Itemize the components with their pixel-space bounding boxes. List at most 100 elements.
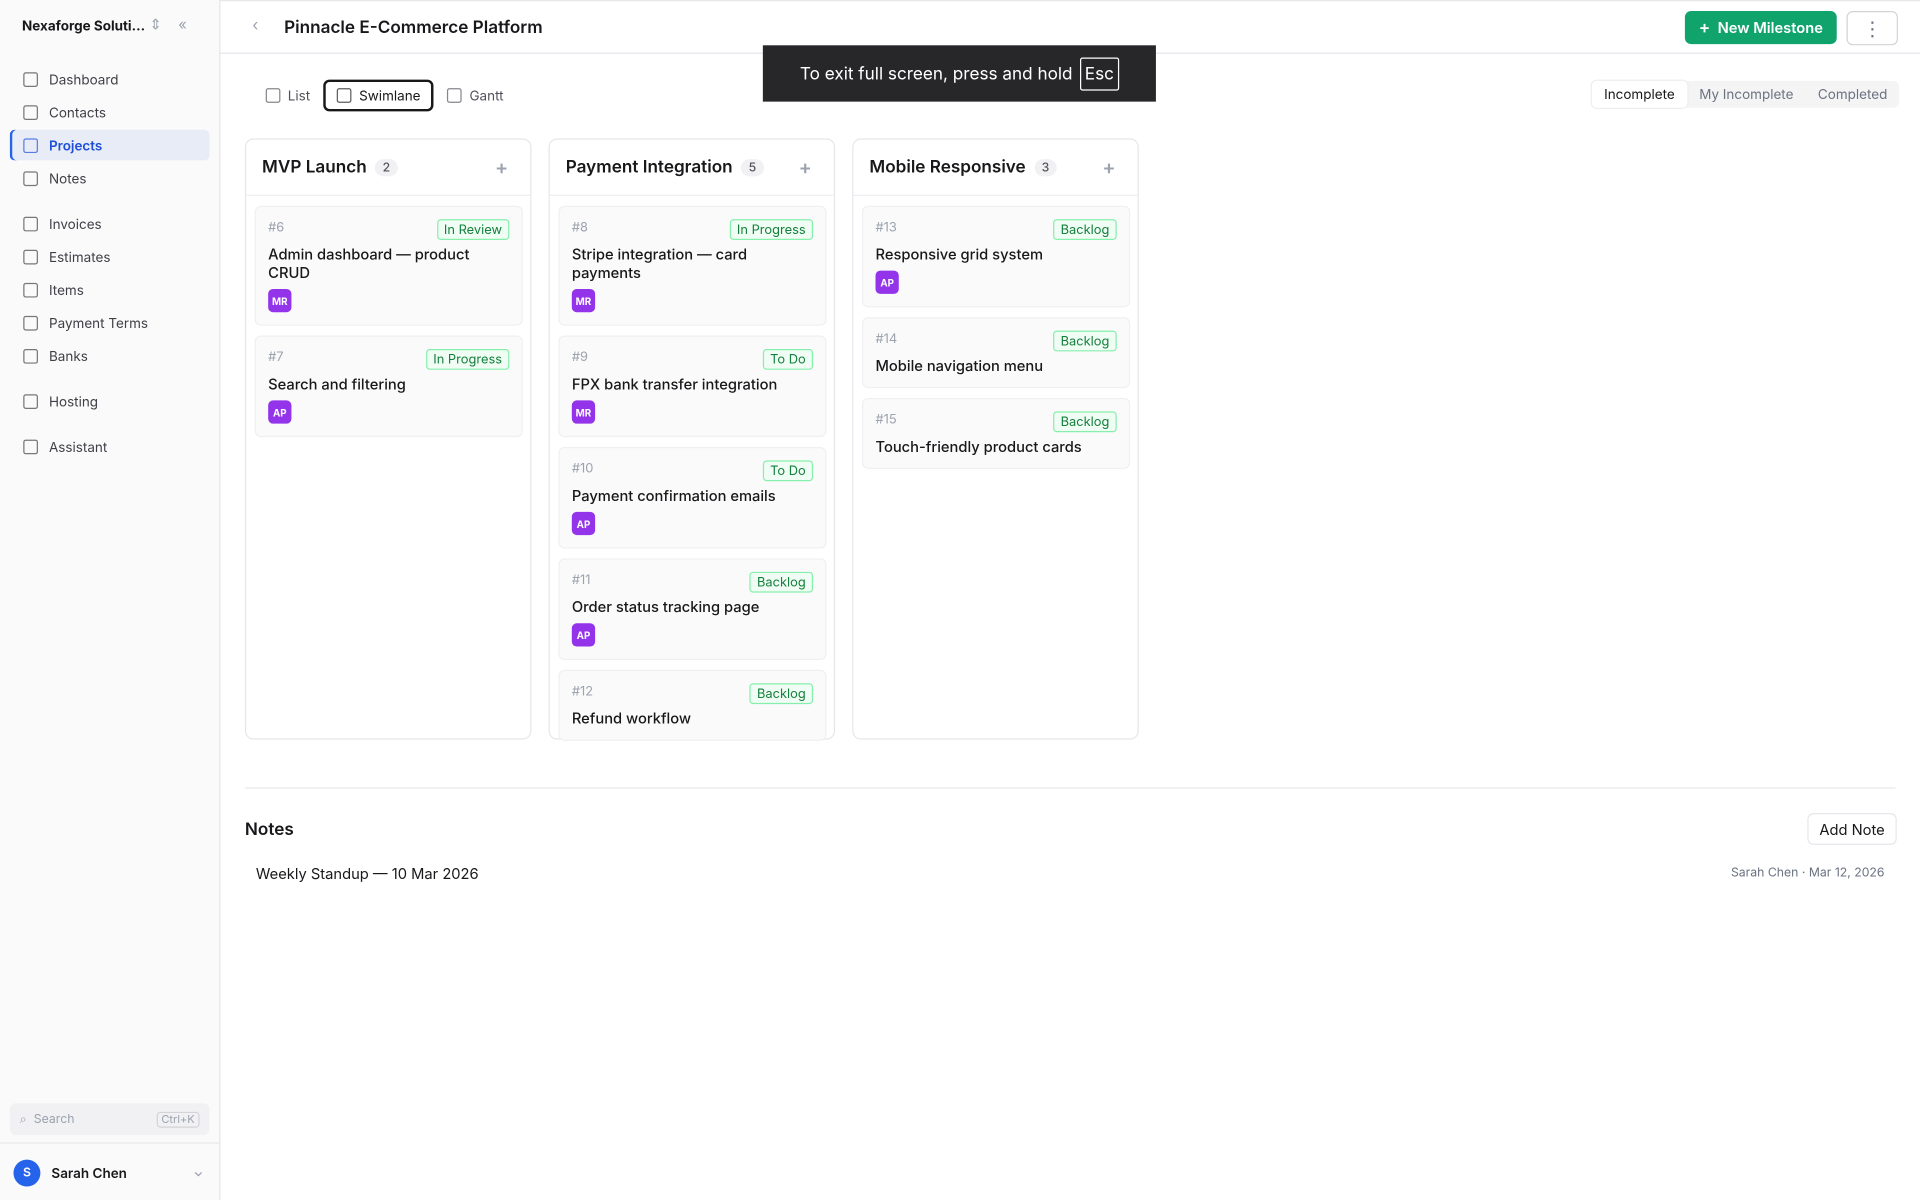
- user-avatar: S: [13, 1158, 41, 1186]
- swimlane: MVP Launch 2 + #6 In Review Admin dashboard —…: [244, 138, 532, 740]
- view-switcher: List Swimlane Gantt: [252, 79, 517, 112]
- toast-text: To exit full screen, press and hold: [799, 63, 1073, 84]
- filter-tab[interactable]: Completed: [1817, 85, 1888, 103]
- lane-count: 2: [375, 158, 398, 176]
- status-badge: Backlog: [749, 571, 814, 593]
- task-number: #11: [571, 571, 591, 588]
- assignee-avatar: MR: [268, 288, 292, 313]
- lane-header: Payment Integration 5 +: [549, 140, 834, 196]
- nav-icon: [23, 315, 38, 330]
- task-title: Stripe integration — card payments: [571, 244, 748, 282]
- task-number: #8: [571, 219, 588, 236]
- nav-label: Estimates: [48, 247, 111, 266]
- task-title: Search and filtering: [268, 374, 406, 394]
- nav-item[interactable]: Banks: [10, 340, 210, 371]
- nav-item[interactable]: Contacts: [10, 97, 210, 128]
- assignee-avatar: MR: [571, 400, 596, 424]
- view-tab[interactable]: Swimlane: [323, 79, 434, 112]
- nav-icon: [23, 348, 38, 364]
- note-title: Weekly Standup — 10 Mar 2026: [255, 864, 479, 883]
- task-card[interactable]: #7 In Progress Search and filtering AP: [254, 335, 523, 438]
- divider: [244, 787, 1896, 789]
- more-button[interactable]: ⋮: [1846, 11, 1898, 46]
- task-title: Order status tracking page: [571, 597, 760, 616]
- add-card-button[interactable]: +: [798, 154, 812, 179]
- add-card-button[interactable]: +: [1102, 154, 1116, 179]
- user-menu[interactable]: S Sarah Chen ⌄: [0, 1142, 220, 1201]
- nav-label: Projects: [48, 136, 103, 154]
- task-number: #14: [875, 330, 898, 347]
- nav-item[interactable]: Notes: [10, 163, 210, 194]
- task-number: #13: [875, 219, 897, 236]
- nav-label: Banks: [48, 347, 88, 365]
- task-title: FPX bank transfer integration: [571, 374, 778, 394]
- task-title: Payment confirmation emails: [571, 486, 776, 505]
- task-card[interactable]: #6 In Review Admin dashboard — product CRU…: [254, 205, 523, 326]
- nav-icon: [23, 438, 38, 454]
- nav-item[interactable]: Estimates: [10, 241, 210, 272]
- lane-header: Mobile Responsive 3 +: [853, 140, 1138, 196]
- lane-count: 5: [741, 158, 764, 176]
- nav-label: Notes: [48, 169, 87, 187]
- add-note-button[interactable]: Add Note: [1807, 813, 1897, 845]
- view-tab[interactable]: List: [252, 80, 323, 112]
- status-badge: Backlog: [1053, 219, 1117, 240]
- assignee-avatar: AP: [875, 270, 899, 294]
- view-icon: [337, 88, 352, 103]
- task-card[interactable]: #9 To Do FPX bank transfer integration MR: [558, 335, 827, 438]
- nav-icon: [23, 249, 38, 264]
- status-badge: Backlog: [1053, 411, 1117, 433]
- filter-tab[interactable]: My Incomplete: [1699, 85, 1794, 103]
- nav-label: Hosting: [48, 392, 99, 410]
- nav-icon: [23, 71, 38, 87]
- workspace-name[interactable]: Nexaforge Soluti...: [22, 17, 146, 35]
- nav-icon: [23, 137, 38, 153]
- notes-title: Notes: [244, 819, 294, 840]
- nav-item[interactable]: Assistant: [10, 431, 210, 462]
- add-card-button[interactable]: +: [494, 154, 509, 179]
- task-title: Admin dashboard — product CRUD: [268, 244, 470, 282]
- swimlane: Mobile Responsive 3 + #13 Backlog Responsive …: [852, 138, 1139, 740]
- task-card[interactable]: #11 Backlog Order status tracking page AP: [558, 558, 827, 660]
- assignee-avatar: MR: [571, 288, 596, 313]
- nav-item[interactable]: Invoices: [10, 208, 210, 239]
- nav-item[interactable]: Projects: [9, 129, 210, 161]
- task-card[interactable]: #10 To Do Payment confirmation emails AP: [558, 446, 827, 549]
- nav-item[interactable]: Hosting: [10, 386, 210, 417]
- swimlane: Payment Integration 5 + #8 In Progress Stripe…: [548, 138, 836, 741]
- nav-label: Items: [48, 281, 84, 299]
- nav-icon: [23, 170, 38, 186]
- user-name: Sarah Chen: [51, 1163, 127, 1182]
- task-number: #15: [875, 411, 897, 428]
- status-badge: In Review: [436, 219, 510, 240]
- lane-title: Payment Integration: [565, 156, 733, 178]
- task-card[interactable]: #8 In Progress Stripe integration — card p…: [558, 205, 827, 326]
- task-number: #7: [268, 348, 284, 365]
- search[interactable]: ⌕ Search Ctrl+K: [9, 1103, 210, 1136]
- nav-gap: [10, 419, 210, 429]
- new-milestone-button[interactable]: + New Milestone: [1684, 11, 1837, 45]
- task-card[interactable]: #12 Backlog Refund workflow: [558, 669, 827, 741]
- nav-item[interactable]: Items: [10, 274, 210, 305]
- nav-icon: [23, 282, 38, 297]
- task-card[interactable]: #14 Backlog Mobile navigation menu: [862, 317, 1131, 389]
- filter-tab[interactable]: Incomplete: [1591, 80, 1687, 108]
- task-card[interactable]: #15 Backlog Touch-friendly product cards: [862, 397, 1131, 469]
- workspace-controls[interactable]: ⇕ «: [149, 14, 187, 34]
- fullscreen-toast: To exit full screen, press and hold Esc: [762, 45, 1156, 102]
- task-number: #9: [571, 348, 588, 365]
- nav-item[interactable]: Payment Terms: [10, 307, 210, 338]
- task-number: #12: [571, 683, 594, 700]
- status-badge: To Do: [762, 460, 814, 482]
- nav-icon: [23, 104, 38, 120]
- task-card[interactable]: #13 Backlog Responsive grid system AP: [862, 205, 1131, 308]
- view-tab[interactable]: Gantt: [434, 80, 517, 112]
- toast-key: Esc: [1079, 56, 1119, 90]
- back-button[interactable]: ‹: [252, 15, 259, 36]
- search-placeholder: Search: [33, 1111, 75, 1127]
- nav-item[interactable]: Dashboard: [10, 64, 210, 95]
- note-row[interactable]: Weekly Standup — 10 Mar 2026 Sarah Chen ·…: [256, 864, 1885, 882]
- lane-title: Mobile Responsive: [869, 156, 1026, 178]
- nav-icon: [23, 393, 38, 409]
- lane-count: 3: [1034, 158, 1057, 176]
